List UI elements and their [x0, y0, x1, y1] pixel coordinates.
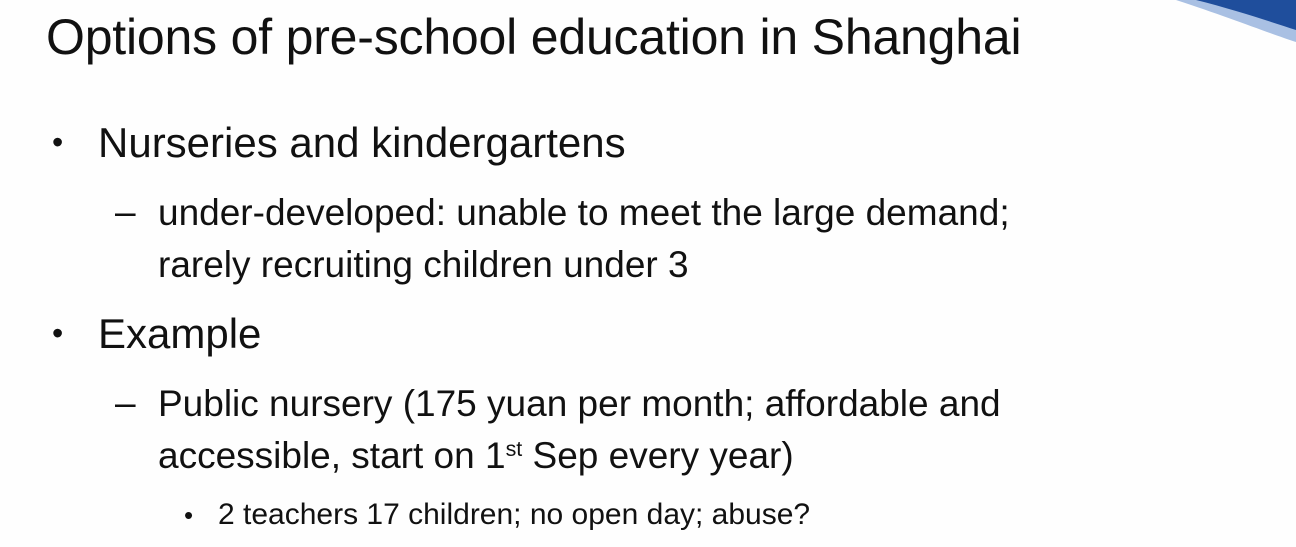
dash-marker: – [115, 382, 136, 423]
sub-bullet-public-nursery-line1: Public nursery (175 yuan per month; affo… [158, 383, 1001, 424]
sub-bullet-underdeveloped-line2: rarely recruiting children under 3 [158, 244, 689, 285]
sub-bullet-public-nursery-line2: accessible, start on 1st Sep every year) [158, 429, 794, 482]
line2-text-after: Sep every year) [522, 435, 794, 476]
dash-marker: – [115, 191, 136, 232]
sub-bullet-underdeveloped-line1: under-developed: unable to meet the larg… [158, 192, 1010, 233]
line2-text-before: accessible, start on 1 [158, 435, 506, 476]
bullet-example: Example [98, 310, 262, 357]
corner-decoration [1176, 0, 1296, 42]
bullet-dot-small: • [184, 500, 194, 530]
sub-sub-bullet-teachers: 2 teachers 17 children; no open day; abu… [218, 498, 811, 531]
bullet-dot: • [52, 315, 64, 351]
slide-title: Options of pre-school education in Shang… [46, 9, 1022, 65]
ordinal-suffix: st [505, 437, 523, 462]
bullet-nurseries: Nurseries and kindergartens [98, 119, 626, 166]
bullet-dot: • [52, 124, 64, 160]
